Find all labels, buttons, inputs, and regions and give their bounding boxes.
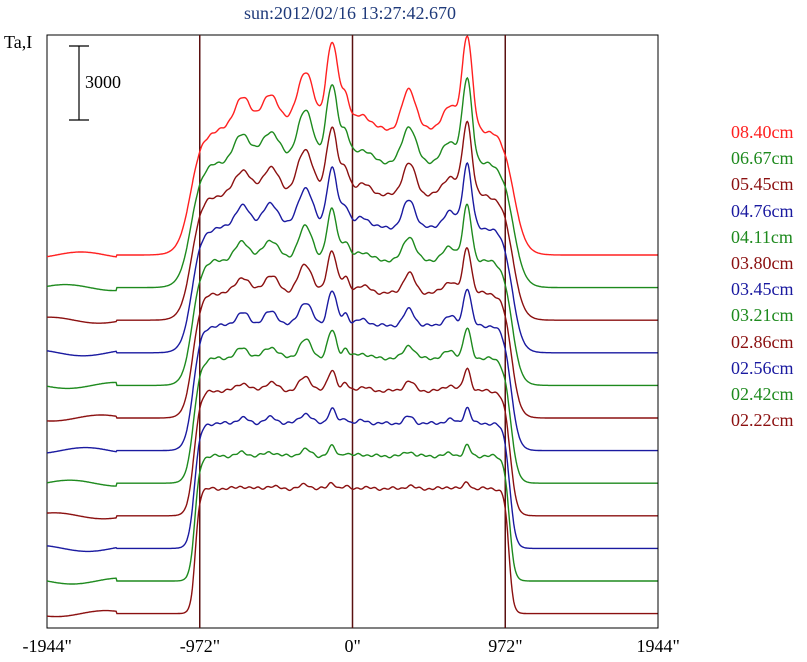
series-line-04.76cm [46, 162, 658, 357]
legend-entry: 02.56cm [731, 357, 794, 378]
legend-entry: 08.40cm [731, 122, 794, 142]
legend-entry: 06.67cm [731, 148, 794, 169]
series-line-03.21cm [46, 327, 658, 487]
series-line-03.80cm [47, 247, 658, 422]
x-tick-label: -972" [179, 636, 221, 656]
scale-bar-label: 3000 [85, 72, 121, 92]
chart-title: sun:2012/02/16 13:27:42.670 [243, 3, 456, 23]
series-line-05.45cm [47, 120, 658, 324]
x-tick-label: 0" [344, 636, 361, 656]
series-line-02.22cm [46, 481, 658, 618]
legend-entry: 02.22cm [731, 410, 794, 431]
intensity-scale-bar [69, 45, 89, 121]
legend-entry: 04.11cm [731, 226, 793, 247]
series-line-04.11cm [46, 203, 658, 390]
legend-entry: 05.45cm [731, 174, 794, 195]
series-line-06.67cm [46, 76, 658, 292]
series-line-02.42cm [46, 443, 658, 585]
legend-entry: 04.76cm [731, 200, 794, 221]
legend-entry: 02.86cm [731, 331, 794, 352]
legend-entry: 03.45cm [731, 279, 794, 300]
series-line-02.86cm [46, 367, 658, 520]
series-line-03.45cm [46, 288, 658, 454]
legend: 08.40cm 06.67cm 05.45cm 04.76cm 04.11cm 03.80… [731, 119, 794, 433]
x-tick-label: 972" [488, 636, 523, 656]
y-axis-label: Ta,I [4, 32, 33, 52]
x-tick-label: -1944" [22, 636, 72, 656]
series-line-08.40cm [46, 35, 658, 258]
legend-entry: 03.21cm [731, 305, 794, 326]
series-line-02.56cm [47, 406, 658, 553]
legend-entry: 03.80cm [731, 252, 794, 273]
x-tick-label: 1944" [636, 636, 680, 656]
legend-entry: 02.42cm [731, 383, 794, 404]
